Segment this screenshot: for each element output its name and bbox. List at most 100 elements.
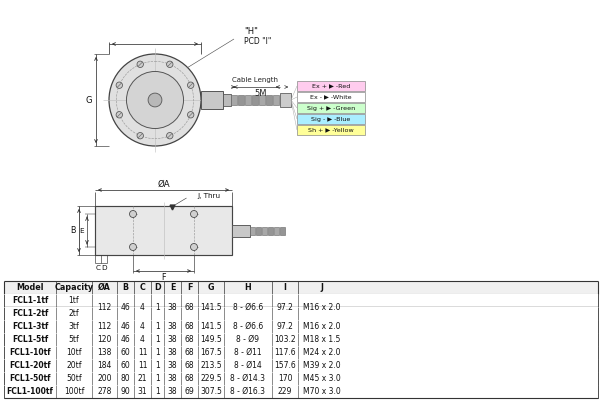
Bar (4, 281, 598, 294)
Text: PCD "I": PCD "I" (244, 37, 272, 46)
Text: "H": "H" (244, 27, 258, 37)
Circle shape (148, 93, 162, 107)
Text: Ex + ▶ -Red: Ex + ▶ -Red (312, 83, 350, 88)
Text: 184: 184 (98, 361, 112, 370)
Text: 68: 68 (185, 335, 194, 344)
Text: FCL1-50tf: FCL1-50tf (9, 374, 51, 383)
Bar (274, 227, 279, 234)
Text: 2tf: 2tf (69, 309, 79, 318)
Circle shape (109, 54, 201, 146)
Text: 97.2: 97.2 (276, 322, 293, 331)
Text: M45 x 3.0: M45 x 3.0 (303, 374, 341, 383)
Text: 80: 80 (120, 374, 130, 383)
Bar (256, 227, 261, 234)
Text: 200: 200 (98, 374, 112, 383)
Bar (268, 227, 273, 234)
Bar (4, 294, 598, 307)
Text: 38: 38 (168, 322, 178, 331)
Bar (273, 95, 279, 105)
Text: FCL1-1tf: FCL1-1tf (12, 296, 48, 305)
Bar (4, 307, 598, 320)
Text: 68: 68 (185, 303, 194, 312)
Bar (252, 95, 258, 105)
Text: 8 - Ø14: 8 - Ø14 (234, 361, 262, 370)
Text: 1: 1 (155, 374, 160, 383)
Text: J: J (320, 283, 323, 292)
Bar (4, 320, 598, 333)
Bar (4, 333, 598, 346)
Circle shape (137, 61, 143, 68)
Bar (259, 95, 265, 105)
Text: 8 - Ø6.6: 8 - Ø6.6 (233, 322, 263, 331)
Text: 97.2: 97.2 (276, 303, 293, 312)
Bar (4, 346, 598, 359)
Text: 278: 278 (98, 387, 112, 396)
Text: 138: 138 (98, 348, 112, 357)
Text: 4: 4 (140, 303, 145, 312)
Text: Sig + ▶ -Green: Sig + ▶ -Green (307, 105, 355, 110)
Text: 149.5: 149.5 (200, 335, 222, 344)
Text: 8 - Ø16.3: 8 - Ø16.3 (231, 387, 265, 396)
Circle shape (137, 132, 143, 139)
Text: 5M: 5M (254, 88, 267, 98)
Text: J, Thru: J, Thru (197, 193, 220, 199)
Bar (297, 114, 365, 124)
Text: Cable Length: Cable Length (232, 77, 279, 83)
Text: 170: 170 (278, 374, 292, 383)
Text: C: C (96, 265, 101, 271)
Text: 112: 112 (98, 322, 111, 331)
Text: 21: 21 (138, 374, 147, 383)
Text: FCL1-2tf: FCL1-2tf (12, 309, 48, 318)
Text: 10tf: 10tf (66, 348, 82, 357)
Text: 38: 38 (168, 361, 178, 370)
Text: 60: 60 (120, 348, 131, 357)
Text: 8 - Ø14.3: 8 - Ø14.3 (231, 374, 265, 383)
Text: 8 - Ø11: 8 - Ø11 (234, 348, 262, 357)
Circle shape (187, 112, 194, 118)
Text: M39 x 2.0: M39 x 2.0 (303, 361, 341, 370)
Text: M16 x 2.0: M16 x 2.0 (303, 303, 341, 312)
Text: D: D (101, 265, 107, 271)
Text: 68: 68 (185, 348, 194, 357)
Text: 117.6: 117.6 (274, 348, 296, 357)
Text: 1tf: 1tf (69, 296, 79, 305)
Text: B: B (122, 283, 129, 292)
Text: 8 - Ø9: 8 - Ø9 (237, 335, 259, 344)
Text: FCL1-100tf: FCL1-100tf (7, 387, 54, 396)
Text: 4: 4 (140, 322, 145, 331)
Bar (262, 227, 267, 234)
Bar (238, 95, 244, 105)
Text: 31: 31 (138, 387, 147, 396)
Text: 8 - Ø6.6: 8 - Ø6.6 (233, 303, 263, 312)
Text: 60: 60 (120, 361, 131, 370)
Text: 3tf: 3tf (69, 322, 79, 331)
Text: 229: 229 (278, 387, 292, 396)
Bar (223, 94, 231, 106)
Text: 68: 68 (185, 322, 194, 331)
Text: 46: 46 (120, 335, 131, 344)
Text: 1: 1 (155, 335, 160, 344)
Text: 90: 90 (120, 387, 131, 396)
Text: 307.5: 307.5 (200, 387, 222, 396)
Text: E: E (79, 227, 84, 234)
Circle shape (190, 210, 197, 217)
Circle shape (126, 71, 184, 129)
Text: ØA: ØA (98, 283, 111, 292)
Text: 38: 38 (168, 335, 178, 344)
Text: ØA: ØA (157, 180, 170, 188)
Text: 100tf: 100tf (64, 387, 84, 396)
Text: 20tf: 20tf (66, 361, 82, 370)
Text: 38: 38 (168, 387, 178, 396)
Bar (95, 206, 232, 255)
Bar (231, 95, 237, 105)
Circle shape (129, 244, 137, 251)
Text: G: G (208, 283, 214, 292)
Text: M16 x 2.0: M16 x 2.0 (303, 322, 341, 331)
Text: 38: 38 (168, 303, 178, 312)
Text: B: B (70, 226, 76, 235)
Text: F: F (187, 283, 192, 292)
Bar (245, 95, 251, 105)
Bar (201, 91, 223, 109)
Text: 5tf: 5tf (69, 335, 79, 344)
Text: 1: 1 (155, 303, 160, 312)
